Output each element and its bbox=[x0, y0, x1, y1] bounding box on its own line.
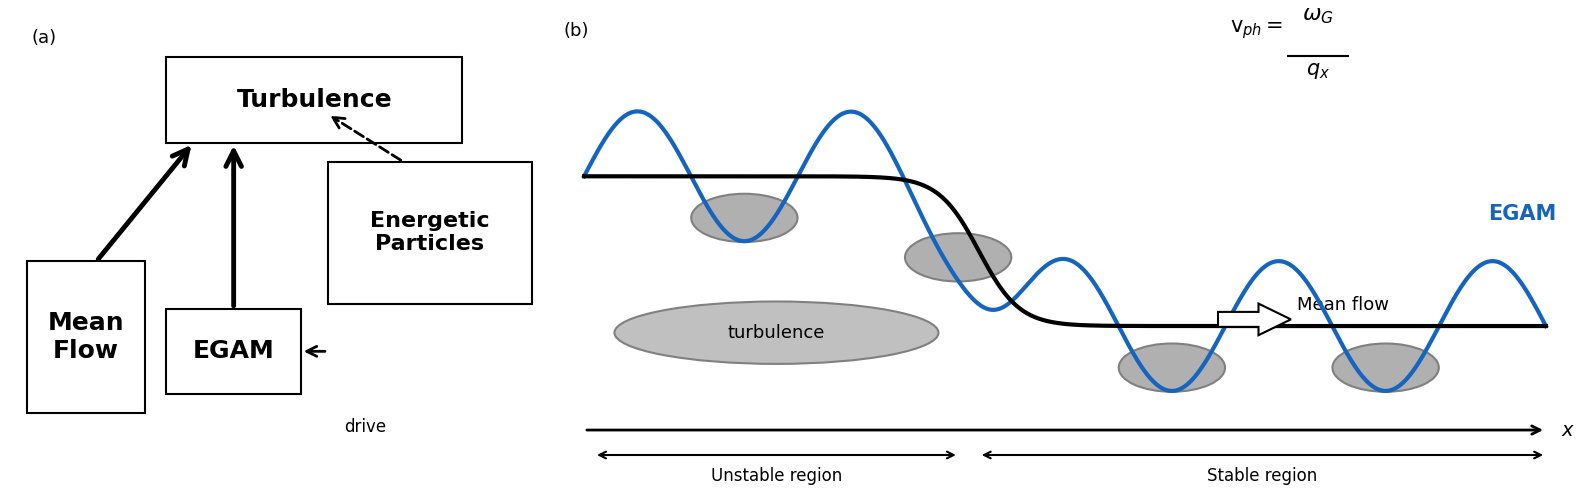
Ellipse shape bbox=[1118, 343, 1224, 392]
Text: $\mathrm{v}_{ph}=$: $\mathrm{v}_{ph}=$ bbox=[1229, 18, 1283, 41]
Text: $q_x$: $q_x$ bbox=[1307, 61, 1330, 82]
Text: turbulence: turbulence bbox=[728, 324, 826, 342]
FancyArrow shape bbox=[1218, 304, 1291, 335]
Text: EGAM: EGAM bbox=[193, 339, 275, 363]
Text: Mean flow: Mean flow bbox=[1297, 296, 1389, 314]
Text: Mean
Flow: Mean Flow bbox=[47, 311, 123, 363]
Text: drive: drive bbox=[345, 418, 386, 436]
Bar bbox=[166, 57, 462, 143]
Text: (b): (b) bbox=[563, 22, 590, 41]
Text: Stable region: Stable region bbox=[1207, 467, 1318, 485]
Bar bbox=[166, 309, 301, 394]
Text: Energetic
Particles: Energetic Particles bbox=[370, 211, 490, 254]
Ellipse shape bbox=[691, 194, 797, 242]
Text: $\omega_G$: $\omega_G$ bbox=[1302, 6, 1334, 26]
Text: EGAM: EGAM bbox=[1487, 204, 1557, 224]
Bar bbox=[327, 162, 532, 304]
Ellipse shape bbox=[905, 233, 1011, 282]
Text: (a): (a) bbox=[32, 29, 57, 47]
Text: Turbulence: Turbulence bbox=[237, 88, 392, 112]
Text: $x$: $x$ bbox=[1561, 420, 1576, 440]
Ellipse shape bbox=[1332, 343, 1438, 392]
Bar bbox=[27, 261, 146, 413]
Ellipse shape bbox=[614, 301, 938, 364]
Text: Unstable region: Unstable region bbox=[710, 467, 842, 485]
